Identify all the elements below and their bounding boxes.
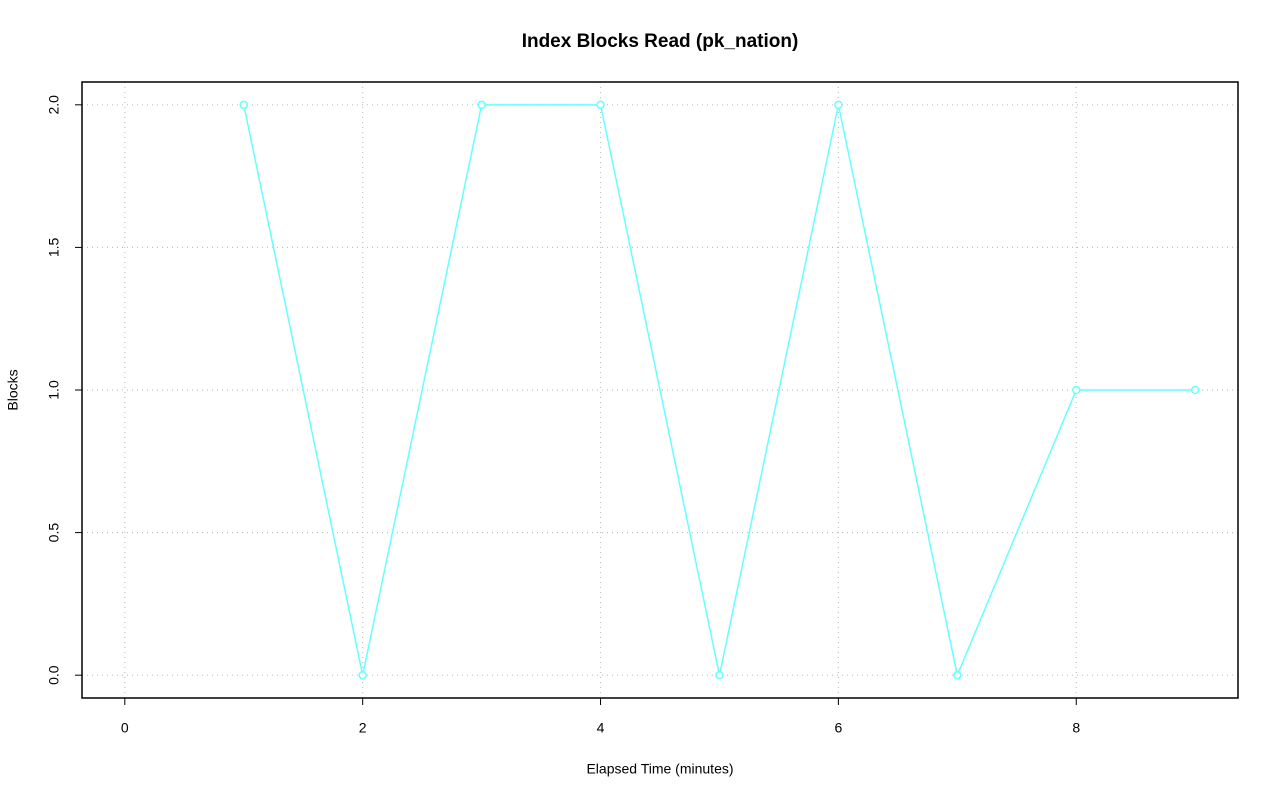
data-point	[596, 100, 605, 110]
x-tick-label: 4	[597, 720, 605, 736]
data-point	[715, 670, 724, 680]
data-point	[1190, 385, 1200, 395]
y-tick-label: 1.0	[46, 380, 62, 400]
data-point	[239, 100, 248, 110]
y-tick-label: 0.0	[46, 665, 62, 685]
x-axis-label: Elapsed Time (minutes)	[586, 761, 733, 777]
x-tick-label: 8	[1072, 720, 1080, 736]
data-point	[834, 100, 843, 110]
data-point	[358, 670, 367, 680]
y-tick-label: 2.0	[46, 95, 62, 115]
data-point	[477, 100, 486, 110]
y-tick-label: 0.5	[46, 523, 62, 543]
plot-frame	[81, 81, 1239, 699]
data-point	[1072, 385, 1081, 395]
y-axis-label: Blocks	[5, 369, 21, 410]
x-tick-label: 0	[121, 720, 129, 736]
x-tick-label: 6	[834, 720, 842, 736]
data-point	[953, 670, 962, 680]
y-tick-label: 1.5	[46, 237, 62, 257]
x-tick-label: 2	[359, 720, 367, 736]
chart-title: Index Blocks Read (pk_nation)	[522, 31, 799, 52]
